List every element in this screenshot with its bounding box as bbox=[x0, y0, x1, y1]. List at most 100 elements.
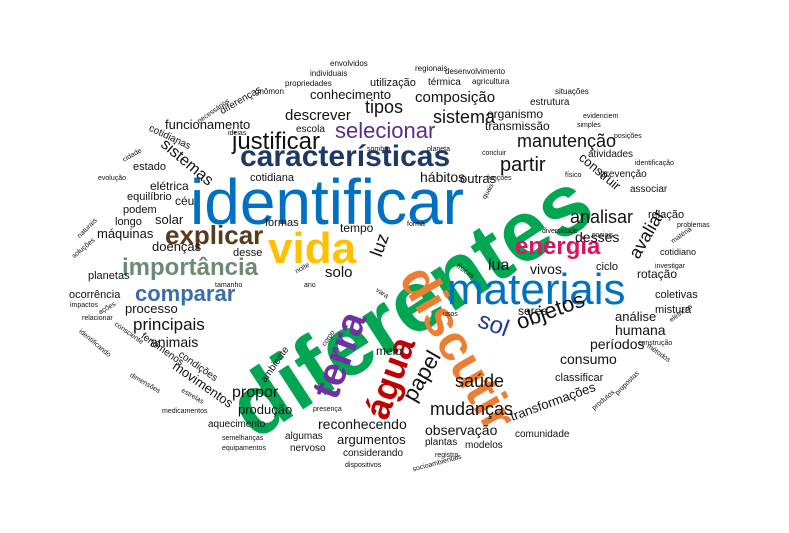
word-considerando: considerando bbox=[343, 448, 404, 459]
word-atividades: atividades bbox=[588, 149, 634, 160]
word-solar: solar bbox=[155, 212, 184, 227]
word-habitos: hábitos bbox=[420, 169, 466, 185]
word-simples: simples bbox=[577, 122, 601, 129]
word-termica: térmica bbox=[428, 77, 461, 88]
word-materiais: materiais bbox=[447, 265, 626, 314]
word-funcoes: funções bbox=[487, 175, 512, 182]
word-modelos: modelos bbox=[465, 440, 503, 451]
word-posicoes: posições bbox=[614, 133, 642, 140]
word-gnomon: gnômon bbox=[255, 87, 284, 96]
word-argumentos: argumentos bbox=[337, 432, 406, 447]
word-dispositivos: dispositivos bbox=[345, 462, 382, 469]
word-eletrica: elétrica bbox=[150, 179, 189, 193]
word-utilizacao: utilização bbox=[370, 77, 416, 89]
word-medicamentos: medicamentos bbox=[162, 408, 208, 415]
word-podem: podem bbox=[123, 204, 157, 216]
word-presenca: presença bbox=[313, 406, 342, 413]
word-organismo: organismo bbox=[487, 107, 544, 121]
word-lua: lua bbox=[488, 257, 510, 274]
word-naturais: naturais bbox=[76, 217, 99, 240]
word-estado: estado bbox=[133, 161, 167, 173]
word-desenvolvimento: desenvolvimento bbox=[445, 67, 506, 76]
word-planetas: planetas bbox=[88, 270, 130, 282]
word-energia: energia bbox=[515, 233, 601, 260]
word-usos: usos bbox=[443, 311, 458, 318]
word-relacionar: relacionar bbox=[82, 315, 113, 322]
word-principais: principais bbox=[133, 315, 205, 334]
word-agricultura: agricultura bbox=[472, 77, 510, 86]
word-concluir: concluir bbox=[482, 150, 507, 157]
word-situacoes: situações bbox=[555, 87, 589, 96]
word-cotidiana: cotidiana bbox=[250, 172, 295, 184]
word-forma: forma bbox=[407, 221, 425, 228]
word-longo: longo bbox=[115, 216, 142, 228]
word-reconhecendo: reconhecendo bbox=[318, 416, 407, 432]
word-investigar: investigar bbox=[655, 263, 685, 270]
word-evolucao: evolução bbox=[98, 175, 127, 182]
word-acoes: ações bbox=[97, 300, 118, 317]
word-tipos: tipos bbox=[365, 97, 404, 117]
word-relacao: relação bbox=[648, 209, 685, 221]
word-vivos: vivos bbox=[530, 261, 562, 277]
word-comparar: comparar bbox=[135, 281, 236, 306]
word-semelhancas: semelhanças bbox=[222, 435, 264, 442]
word-sistema: sistema bbox=[433, 107, 496, 127]
word-descrever: descrever bbox=[285, 107, 351, 124]
word-solo: solo bbox=[325, 264, 353, 281]
word-formas: formas bbox=[265, 217, 299, 229]
word-sombra: sombra bbox=[367, 146, 391, 153]
word-composicao: composição bbox=[415, 89, 496, 106]
word-equipamentos: equipamentos bbox=[222, 445, 266, 452]
word-solucoes: soluções bbox=[70, 236, 97, 261]
word-estrutura: estrutura bbox=[530, 97, 570, 108]
word-classificar: classificar bbox=[555, 372, 604, 384]
word-periodos: períodos bbox=[590, 336, 645, 352]
word-conhecimento: conhecimento bbox=[310, 87, 391, 102]
word-ocorrencia: ocorrência bbox=[69, 289, 121, 301]
word-tempo: tempo bbox=[340, 221, 374, 235]
word-plantas: plantas bbox=[425, 437, 458, 448]
word-identificando: identificando bbox=[77, 328, 112, 359]
word-analise: análise bbox=[615, 309, 657, 324]
word-funcionamento: funcionamento bbox=[165, 117, 251, 132]
word-observacao: observação bbox=[425, 422, 498, 438]
word-selecionar: selecionar bbox=[335, 118, 436, 143]
word-propostas: propostas bbox=[614, 370, 641, 397]
word-humana: humana bbox=[615, 322, 666, 338]
word-saude: saúde bbox=[455, 371, 505, 391]
word-desses: desses bbox=[575, 229, 620, 245]
word-justificar: justificar bbox=[232, 128, 321, 155]
word-cotidiano: cotidiano bbox=[660, 247, 697, 257]
word-caracteristicas: características bbox=[240, 140, 451, 173]
word-coletivas: coletivas bbox=[655, 289, 698, 301]
word-prevencao: prevenção bbox=[600, 169, 647, 180]
word-evidenciem: evidenciem bbox=[583, 113, 619, 120]
word-outras: outras bbox=[460, 171, 497, 186]
word-ano: ano bbox=[304, 282, 316, 289]
word-problemas: problemas bbox=[677, 222, 710, 229]
word-nervoso: nervoso bbox=[290, 443, 326, 454]
word-individuais: individuais bbox=[310, 69, 348, 78]
word-construcao: construção bbox=[638, 340, 673, 347]
word-maquinas: máquinas bbox=[97, 226, 154, 241]
word-ideias: ideias bbox=[228, 130, 247, 137]
word-algumas: algumas bbox=[285, 431, 323, 442]
word-regionais: regionais bbox=[415, 64, 448, 73]
word-partir: partir bbox=[500, 154, 546, 176]
word-rotacao: rotação bbox=[637, 267, 678, 281]
word-mudancas: mudanças bbox=[430, 399, 514, 419]
word-sociais: sociais bbox=[592, 232, 614, 239]
word-desse: desse bbox=[233, 247, 263, 259]
word-animais: animais bbox=[150, 334, 199, 350]
word-dimensoes: dimensões bbox=[128, 372, 162, 395]
word-aquecimento: aquecimento bbox=[208, 419, 266, 430]
word-tamanho: tamanho bbox=[215, 282, 243, 289]
word-equilibrio: equilíbrio bbox=[127, 191, 172, 203]
word-envolvidos: envolvidos bbox=[330, 59, 368, 68]
word-comunidade: comunidade bbox=[515, 429, 570, 440]
word-ciclo: ciclo bbox=[596, 261, 619, 273]
word-producao: produção bbox=[238, 402, 293, 417]
word-propor: propor bbox=[232, 384, 279, 401]
word-analisar: analisar bbox=[570, 207, 634, 227]
